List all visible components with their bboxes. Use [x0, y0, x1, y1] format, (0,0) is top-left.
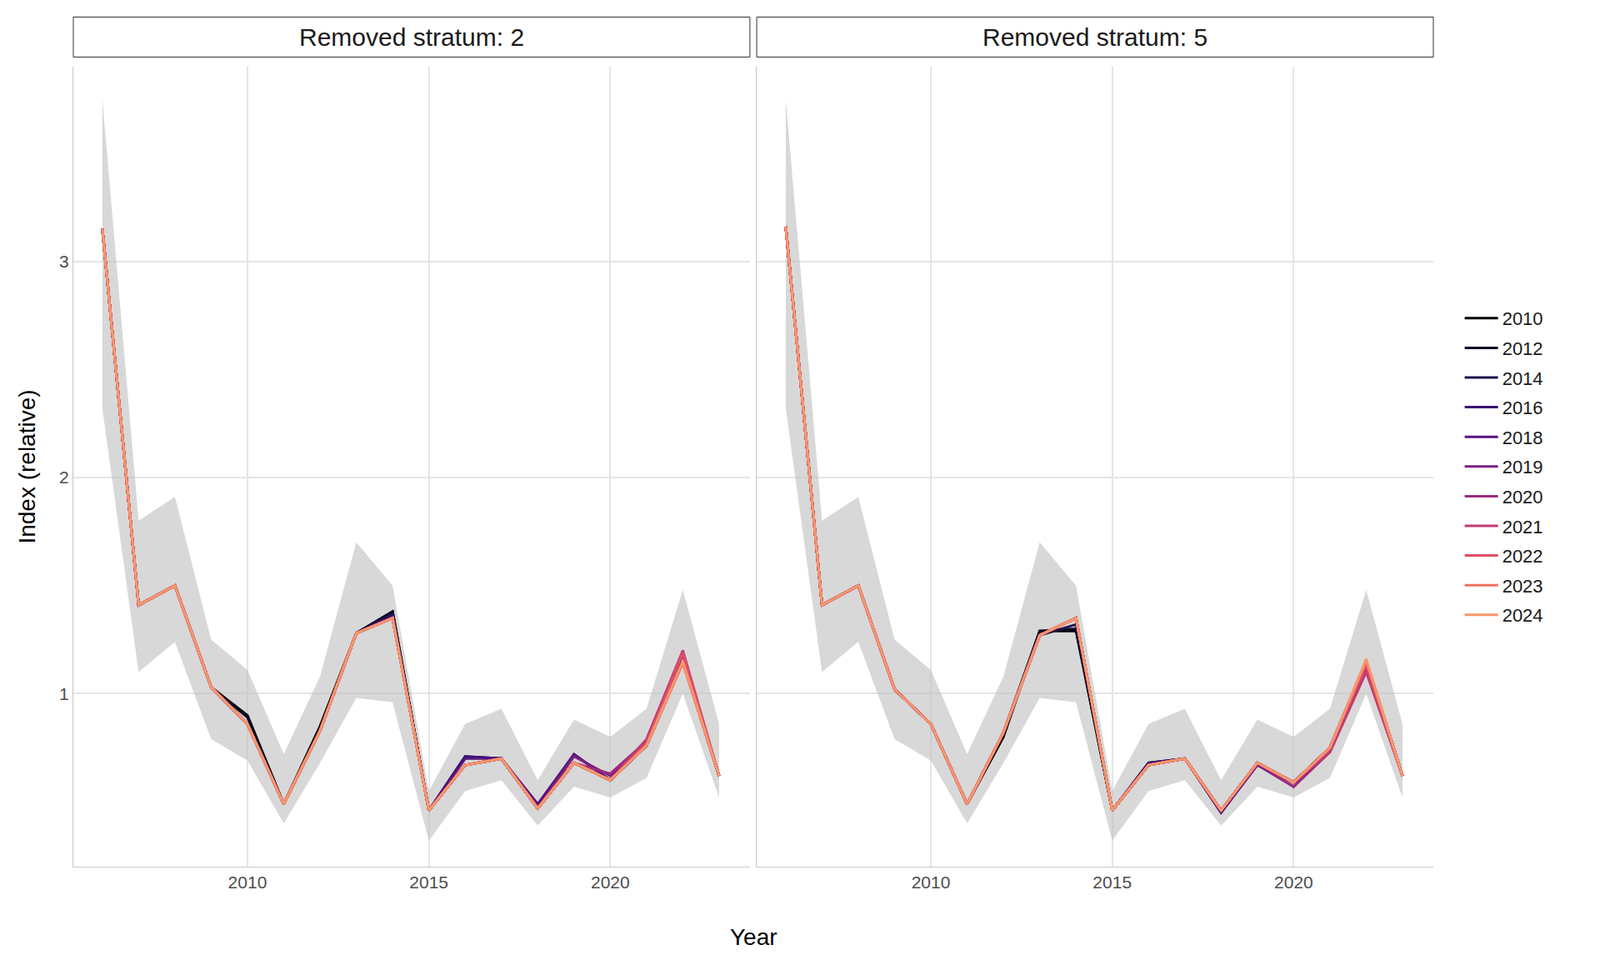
svg-text:2023: 2023 — [1502, 575, 1544, 597]
svg-text:2: 2 — [59, 467, 70, 487]
svg-text:2014: 2014 — [1502, 368, 1544, 390]
svg-text:2020: 2020 — [1502, 486, 1544, 508]
svg-text:3: 3 — [59, 251, 70, 271]
svg-text:2010: 2010 — [911, 872, 951, 892]
svg-text:2022: 2022 — [1502, 545, 1544, 567]
svg-text:Removed stratum: 2: Removed stratum: 2 — [299, 23, 525, 51]
svg-text:Index (relative): Index (relative) — [14, 389, 40, 544]
svg-text:2015: 2015 — [409, 872, 449, 892]
svg-text:1: 1 — [59, 684, 70, 704]
svg-text:2024: 2024 — [1502, 605, 1544, 626]
svg-text:2021: 2021 — [1502, 516, 1544, 538]
svg-text:2010: 2010 — [228, 872, 268, 892]
svg-text:2019: 2019 — [1502, 456, 1544, 478]
svg-text:2020: 2020 — [1274, 872, 1314, 892]
svg-text:2018: 2018 — [1502, 427, 1544, 449]
svg-text:2015: 2015 — [1092, 872, 1132, 892]
svg-text:Removed stratum: 5: Removed stratum: 5 — [982, 23, 1208, 51]
svg-text:2012: 2012 — [1502, 338, 1544, 360]
svg-text:2020: 2020 — [590, 872, 630, 892]
svg-text:2016: 2016 — [1502, 397, 1544, 419]
svg-text:Year: Year — [730, 924, 778, 950]
svg-text:2010: 2010 — [1502, 308, 1544, 330]
